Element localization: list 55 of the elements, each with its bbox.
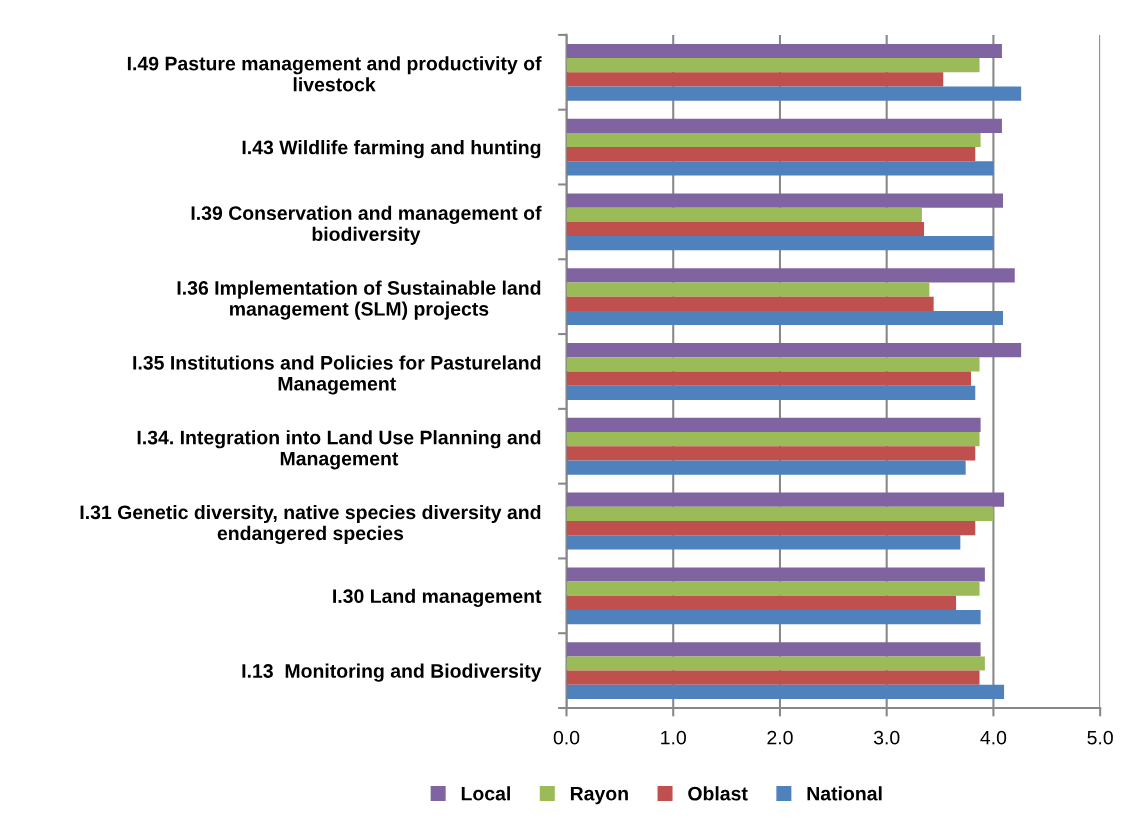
bar	[566, 581, 980, 596]
bar	[566, 357, 980, 372]
bar	[566, 492, 1005, 507]
bar	[566, 417, 981, 433]
legend-label: Rayon	[570, 786, 628, 805]
y-tick-label: I.34. Integration into Land Use Planning and Management	[137, 430, 541, 470]
bar	[566, 521, 976, 536]
bar	[566, 535, 961, 550]
bar	[566, 72, 944, 87]
bar	[566, 207, 922, 222]
bar	[566, 610, 981, 625]
bar	[566, 193, 1004, 208]
bar	[566, 296, 934, 311]
x-tick-label: 2.0	[767, 730, 793, 745]
bar	[566, 595, 957, 611]
x-tick-label: 3.0	[873, 730, 900, 745]
bar	[566, 684, 1005, 700]
y-tick-label: I.36 Implementation of Sustainable land management (SLM) projects	[177, 280, 541, 320]
bar	[566, 282, 930, 297]
bar	[566, 132, 981, 148]
bar	[566, 670, 980, 685]
x-tick-label: 0.0	[553, 730, 580, 745]
bar	[566, 371, 971, 386]
bar	[566, 343, 1022, 358]
y-tick-label: I.30 Land management	[333, 588, 542, 607]
y-tick-label: I.39 Conservation and management of biodiversity	[191, 205, 542, 245]
bar	[566, 385, 976, 400]
bar	[566, 161, 994, 176]
legend-label: Oblast	[688, 786, 748, 801]
x-tick-label: 4.0	[980, 730, 1007, 745]
y-tick-label: I.43 Wildlife farming and hunting	[242, 140, 541, 159]
bar	[566, 221, 925, 237]
y-tick-label: I.31 Genetic diversity, native species diversity and endangered species	[80, 504, 541, 545]
bar	[566, 268, 1015, 283]
bar	[566, 656, 985, 671]
bar	[566, 446, 976, 461]
bar	[566, 642, 981, 657]
bar	[566, 432, 980, 447]
bar	[566, 86, 1022, 101]
bar	[566, 58, 980, 73]
bar	[566, 147, 976, 162]
bar	[566, 43, 1002, 59]
x-tick-label: 1.0	[661, 730, 686, 745]
bar	[566, 567, 985, 582]
bar	[566, 460, 966, 475]
bar	[566, 506, 994, 522]
y-tick-label: I.13 Monitoring and Biodiversity	[242, 663, 542, 682]
y-tick-label: I.49 Pasture management and productivity of livestock	[127, 56, 542, 92]
bar	[566, 236, 994, 251]
y-tick-label: I.35 Institutions and Policies for Pastureland Management	[133, 355, 541, 395]
legend-label: Local	[461, 786, 510, 801]
bar	[566, 310, 1004, 326]
legend-label: National	[807, 786, 882, 801]
bar	[566, 118, 1002, 133]
x-tick-label: 5.0	[1087, 730, 1113, 745]
